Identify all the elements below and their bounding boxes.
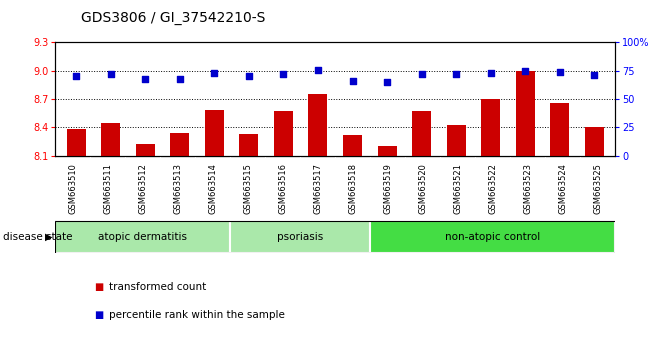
Text: percentile rank within the sample: percentile rank within the sample	[109, 310, 284, 320]
Text: atopic dermatitis: atopic dermatitis	[98, 232, 187, 242]
Text: GDS3806 / GI_37542210-S: GDS3806 / GI_37542210-S	[81, 11, 266, 25]
Bar	[378, 146, 396, 156]
Text: ▶: ▶	[44, 232, 52, 242]
Text: GSM663511: GSM663511	[104, 163, 113, 214]
Text: GSM663522: GSM663522	[488, 163, 497, 214]
Bar	[66, 129, 85, 156]
Text: GSM663510: GSM663510	[68, 163, 77, 214]
Text: GSM663518: GSM663518	[348, 163, 357, 214]
Bar	[55, 221, 230, 253]
Bar	[550, 103, 570, 156]
Text: GSM663525: GSM663525	[593, 163, 602, 214]
Text: psoriasis: psoriasis	[277, 232, 324, 242]
Point	[312, 67, 323, 73]
Bar	[274, 112, 293, 156]
Bar	[101, 123, 120, 156]
Bar	[447, 125, 465, 156]
Bar	[309, 95, 327, 156]
Bar	[585, 127, 604, 156]
Bar	[481, 99, 500, 156]
Point	[486, 70, 496, 76]
Text: GSM663521: GSM663521	[453, 163, 462, 214]
Text: GSM663513: GSM663513	[173, 163, 182, 214]
Bar	[205, 110, 224, 156]
Bar	[230, 221, 370, 253]
Text: GSM663514: GSM663514	[208, 163, 217, 214]
Point	[140, 76, 150, 81]
Text: transformed count: transformed count	[109, 282, 206, 292]
Bar	[516, 71, 535, 156]
Point	[348, 78, 358, 84]
Point	[382, 79, 393, 85]
Bar	[135, 144, 155, 156]
Point	[243, 74, 254, 79]
Point	[105, 72, 116, 77]
Bar	[343, 135, 362, 156]
Text: GSM663519: GSM663519	[383, 163, 393, 214]
Text: GSM663520: GSM663520	[418, 163, 427, 214]
Text: GSM663512: GSM663512	[138, 163, 147, 214]
Point	[589, 73, 600, 78]
Text: GSM663516: GSM663516	[278, 163, 287, 214]
Point	[417, 72, 427, 77]
Bar	[412, 112, 431, 156]
Bar	[240, 134, 258, 156]
Text: ■: ■	[94, 282, 104, 292]
Point	[209, 70, 219, 76]
Text: disease state: disease state	[3, 232, 73, 242]
Text: GSM663515: GSM663515	[243, 163, 253, 214]
Point	[278, 72, 288, 77]
Point	[520, 68, 531, 74]
Text: GSM663517: GSM663517	[313, 163, 322, 214]
Bar	[171, 133, 189, 156]
Point	[71, 74, 81, 79]
Point	[451, 72, 462, 77]
Point	[174, 76, 185, 81]
Bar	[370, 221, 615, 253]
Point	[555, 69, 565, 75]
Text: ■: ■	[94, 310, 104, 320]
Text: GSM663524: GSM663524	[558, 163, 567, 214]
Text: non-atopic control: non-atopic control	[445, 232, 540, 242]
Text: GSM663523: GSM663523	[523, 163, 533, 214]
